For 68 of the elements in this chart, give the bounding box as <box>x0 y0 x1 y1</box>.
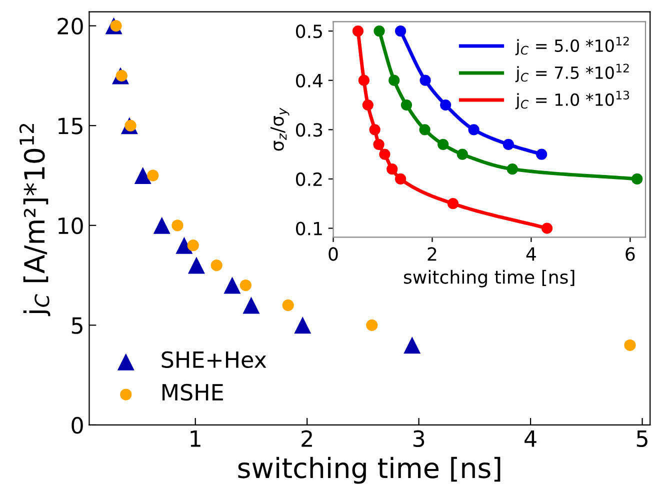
x-tick-label: 5 <box>636 430 648 448</box>
point <box>147 170 159 182</box>
point <box>210 259 222 272</box>
point <box>373 138 384 150</box>
x-axis-title: switching time [ns] <box>404 270 574 288</box>
point <box>242 296 260 314</box>
point <box>388 74 400 86</box>
point <box>632 173 643 185</box>
point <box>419 124 430 136</box>
legend-label: j$_{C}$ = 5.0 *10$^{12}$ <box>515 36 629 56</box>
point <box>379 148 390 160</box>
y-tick-label: 0.3 <box>296 123 322 137</box>
legend-label: MSHE <box>162 384 223 401</box>
legend-label: SHE+Hex <box>162 351 266 368</box>
x-tick-label: 1 <box>190 430 200 447</box>
y-tick-label: 0.1 <box>296 222 322 236</box>
point <box>362 99 374 111</box>
point <box>394 173 406 185</box>
legend-label: j$_{C}$ = 1.0 *10$^{13}$ <box>515 90 630 110</box>
y-tick-label: 0 <box>72 416 83 434</box>
x-tick-label: 3 <box>413 430 424 448</box>
point <box>240 279 252 292</box>
y-tick-label: 5 <box>72 317 82 334</box>
x-tick-label: 4 <box>524 430 536 447</box>
point <box>438 138 449 150</box>
point <box>502 138 514 150</box>
x-tick-label: 6 <box>626 247 635 261</box>
y-tick-label: 10 <box>58 217 83 234</box>
point <box>541 222 553 234</box>
x-tick-label: 2 <box>428 247 436 261</box>
point <box>369 124 380 136</box>
point <box>134 166 152 184</box>
point <box>294 316 312 334</box>
point <box>374 26 385 37</box>
x-tick-label: 4 <box>526 247 536 261</box>
point <box>400 99 412 111</box>
y-axis-title: j$_{C}$ [A/m²]*10$^{12}$ <box>19 124 50 316</box>
point <box>187 240 199 252</box>
y-tick-label: 0.2 <box>296 172 322 186</box>
point <box>282 299 294 312</box>
point <box>366 319 378 331</box>
point <box>404 336 421 354</box>
y-tick-label: 20 <box>58 18 83 35</box>
point <box>456 148 468 160</box>
point <box>153 216 170 234</box>
point <box>468 124 480 136</box>
point <box>447 198 459 210</box>
legend-label: j$_{C}$ = 7.5 *10$^{12}$ <box>515 64 629 82</box>
point <box>386 164 398 175</box>
y-tick-label: 0.5 <box>296 24 322 38</box>
point <box>172 220 184 232</box>
point <box>536 148 548 160</box>
point <box>176 236 193 254</box>
point <box>358 74 370 86</box>
point <box>506 164 518 175</box>
y-tick-label: 15 <box>58 118 82 134</box>
x-tick-label: 2 <box>302 430 312 447</box>
y-axis-title: σ$_{z}$/σ$_{y}$ <box>270 108 290 151</box>
point <box>440 99 452 111</box>
point <box>188 256 205 274</box>
x-tick-label: 0 <box>328 247 338 261</box>
point <box>420 74 431 86</box>
point <box>352 26 364 37</box>
x-axis-title: switching time [ns] <box>238 456 500 484</box>
point <box>224 276 241 294</box>
point <box>394 26 406 37</box>
point <box>624 339 636 351</box>
y-tick-label: 0.4 <box>296 74 323 88</box>
